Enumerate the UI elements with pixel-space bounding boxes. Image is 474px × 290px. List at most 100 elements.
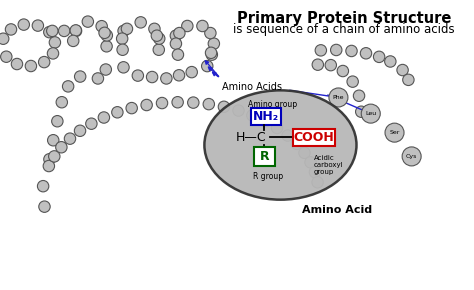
- Text: Amino Acid: Amino Acid: [302, 205, 373, 215]
- Circle shape: [117, 44, 128, 55]
- Circle shape: [98, 112, 109, 123]
- Circle shape: [46, 25, 58, 37]
- Text: Ser: Ser: [389, 130, 400, 135]
- Circle shape: [153, 44, 164, 55]
- Circle shape: [92, 73, 104, 84]
- Circle shape: [403, 74, 414, 86]
- Circle shape: [360, 48, 372, 59]
- Circle shape: [205, 27, 216, 39]
- Circle shape: [5, 24, 17, 35]
- Circle shape: [218, 101, 229, 113]
- Circle shape: [312, 59, 324, 70]
- Circle shape: [44, 26, 55, 38]
- Text: NH₂: NH₂: [253, 110, 279, 123]
- Circle shape: [118, 62, 129, 73]
- FancyBboxPatch shape: [251, 108, 282, 125]
- Circle shape: [246, 110, 258, 121]
- Circle shape: [208, 38, 219, 49]
- Text: Phe: Phe: [333, 95, 344, 100]
- Circle shape: [0, 51, 12, 62]
- Circle shape: [203, 98, 215, 110]
- Text: is sequence of a chain of amino acids: is sequence of a chain of amino acids: [233, 23, 455, 37]
- Text: H—C: H—C: [236, 131, 266, 144]
- Circle shape: [86, 118, 97, 129]
- Circle shape: [188, 97, 199, 108]
- Circle shape: [0, 33, 9, 44]
- Circle shape: [63, 81, 74, 92]
- Circle shape: [101, 41, 112, 52]
- Circle shape: [64, 133, 76, 144]
- Text: Amino group: Amino group: [248, 100, 297, 109]
- Circle shape: [197, 20, 208, 32]
- Circle shape: [205, 47, 217, 59]
- Circle shape: [32, 20, 44, 31]
- Circle shape: [67, 35, 79, 47]
- Circle shape: [374, 51, 385, 63]
- Circle shape: [70, 25, 82, 36]
- Circle shape: [101, 30, 112, 41]
- Circle shape: [260, 115, 271, 127]
- Circle shape: [154, 33, 165, 44]
- Circle shape: [126, 102, 137, 114]
- Circle shape: [74, 71, 86, 82]
- Circle shape: [96, 21, 108, 32]
- Circle shape: [70, 25, 82, 37]
- Circle shape: [52, 115, 63, 127]
- Circle shape: [118, 25, 129, 37]
- Circle shape: [146, 71, 158, 83]
- Circle shape: [186, 66, 197, 78]
- Circle shape: [161, 73, 172, 84]
- Circle shape: [99, 27, 110, 39]
- Circle shape: [291, 138, 302, 150]
- Circle shape: [39, 201, 50, 212]
- Circle shape: [201, 60, 213, 72]
- Circle shape: [361, 104, 380, 123]
- Circle shape: [25, 60, 36, 72]
- Circle shape: [170, 30, 182, 41]
- Circle shape: [385, 123, 404, 142]
- Circle shape: [156, 97, 168, 109]
- Circle shape: [18, 19, 29, 30]
- Circle shape: [233, 105, 244, 116]
- Circle shape: [173, 27, 185, 39]
- Circle shape: [170, 38, 182, 49]
- Circle shape: [384, 56, 396, 67]
- Circle shape: [173, 70, 185, 81]
- Circle shape: [55, 142, 67, 153]
- Circle shape: [112, 107, 123, 118]
- Text: R: R: [259, 150, 269, 163]
- Circle shape: [353, 90, 365, 101]
- Circle shape: [149, 23, 160, 35]
- Circle shape: [121, 23, 133, 35]
- Circle shape: [282, 130, 293, 141]
- Circle shape: [117, 33, 128, 44]
- Circle shape: [315, 45, 327, 56]
- Circle shape: [329, 88, 348, 107]
- Circle shape: [172, 49, 183, 60]
- Circle shape: [356, 106, 367, 117]
- Circle shape: [43, 160, 55, 172]
- Circle shape: [132, 70, 144, 81]
- Circle shape: [141, 99, 152, 111]
- Circle shape: [56, 97, 67, 108]
- Circle shape: [337, 65, 348, 77]
- Text: COOH: COOH: [293, 131, 334, 144]
- Circle shape: [299, 147, 310, 159]
- Text: Cys: Cys: [406, 154, 417, 159]
- Circle shape: [397, 64, 408, 76]
- Text: Amino Acids: Amino Acids: [222, 82, 283, 92]
- FancyBboxPatch shape: [254, 147, 275, 166]
- Circle shape: [206, 49, 218, 60]
- Circle shape: [100, 64, 111, 75]
- Circle shape: [346, 45, 357, 57]
- Circle shape: [47, 135, 59, 146]
- Circle shape: [182, 20, 193, 32]
- Circle shape: [347, 76, 358, 87]
- Circle shape: [47, 48, 59, 59]
- Circle shape: [151, 30, 163, 41]
- Circle shape: [330, 44, 342, 56]
- Text: Acidic
carboxyl
group: Acidic carboxyl group: [314, 155, 343, 175]
- Circle shape: [58, 25, 70, 37]
- Circle shape: [271, 122, 283, 134]
- Circle shape: [312, 177, 323, 188]
